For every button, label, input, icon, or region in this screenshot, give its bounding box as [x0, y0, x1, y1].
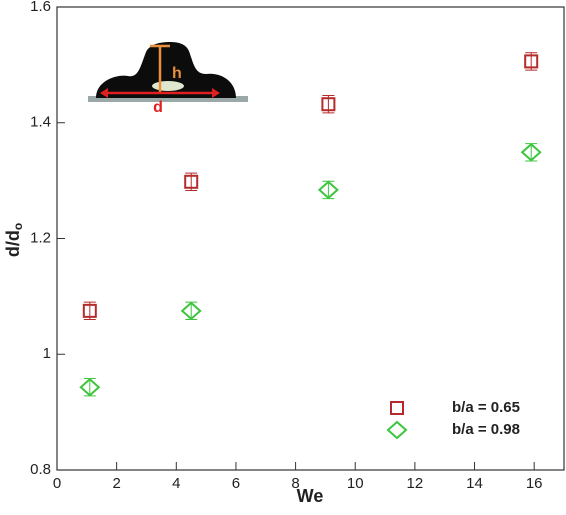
legend-label: b/a = 0.65 [452, 399, 520, 416]
x-tick-label: 10 [347, 475, 364, 492]
marker-square [321, 97, 336, 112]
marker-diamond [317, 180, 339, 200]
x-tick-label: 2 [112, 475, 120, 492]
x-tick-label: 4 [172, 475, 180, 492]
x-tick-label: 6 [232, 475, 240, 492]
y-tick-label: 1.2 [30, 229, 51, 246]
marker-diamond [180, 301, 202, 321]
x-tick-label: 12 [407, 475, 424, 492]
y-tick-label: 1 [43, 345, 51, 362]
error-bar [525, 143, 538, 162]
y-tick-label: 1.4 [30, 114, 51, 131]
inset-photo [88, 42, 248, 102]
error-bar [185, 301, 198, 321]
x-axis-label: We [297, 486, 324, 506]
y-tick-label: 1.6 [30, 0, 51, 15]
marker-square [390, 401, 404, 415]
marker-square [184, 174, 199, 189]
x-tick-label: 8 [291, 475, 299, 492]
legend-label: b/a = 0.98 [452, 421, 520, 438]
marker-diamond [520, 142, 542, 162]
annotation: d [153, 99, 163, 116]
error-bar [322, 180, 335, 200]
marker-diamond [79, 377, 101, 397]
annotation: h [172, 65, 182, 82]
marker-diamond [386, 420, 408, 440]
y-axis-label: d/do [3, 223, 25, 257]
x-tick-label: 0 [53, 475, 61, 492]
marker-square [82, 303, 97, 318]
y-tick-label: 0.8 [30, 461, 51, 478]
y-axis-label-sub: o [11, 223, 25, 230]
y-axis-label-main: d/d [3, 230, 23, 257]
error-bar [83, 378, 96, 397]
x-tick-label: 14 [466, 475, 483, 492]
x-tick-label: 16 [526, 475, 543, 492]
marker-square [524, 54, 539, 69]
